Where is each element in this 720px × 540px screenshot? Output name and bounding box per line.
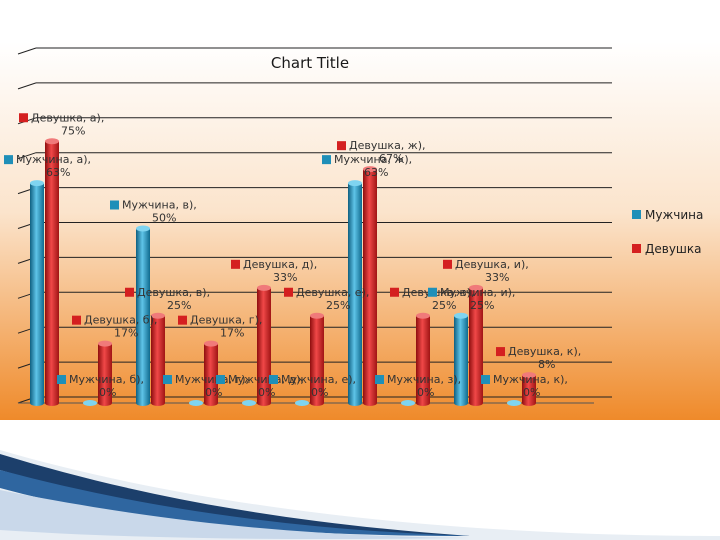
svg-text:Мужчина, з),0%: Мужчина, з), 0% xyxy=(387,373,461,399)
legend-label-female: Девушка xyxy=(645,242,702,256)
svg-text:Девушка, е),25%: Девушка, е), 25% xyxy=(296,286,369,312)
svg-text:Девушка, г),17%: Девушка, г), 17% xyxy=(190,314,262,340)
bar-male-9 xyxy=(454,312,468,406)
data-label-male-2: Мужчина, б), 0% xyxy=(57,373,144,399)
bar-female-6 xyxy=(310,312,324,406)
bar-female-1 xyxy=(45,138,59,406)
bar-male-5 xyxy=(242,400,256,406)
svg-text:Девушка, з),25%: Девушка, з), 25% xyxy=(402,286,474,312)
svg-text:Мужчина, б),0%: Мужчина, б), 0% xyxy=(69,373,144,399)
data-label-female-5: Девушка, д), 33% xyxy=(231,258,317,284)
bar-male-8 xyxy=(401,400,415,406)
data-label-female-9: Девушка, и), 33% xyxy=(443,258,529,284)
bar-male-7 xyxy=(348,180,362,406)
data-label-male-5: Мужчина, д), 0% xyxy=(216,373,304,399)
bar-male-6 xyxy=(295,400,309,406)
data-labels: Мужчина, а), 63% Девушка, а), 75% Мужчина, б… xyxy=(4,111,581,399)
svg-text:Девушка, а),75%: Девушка, а), 75% xyxy=(31,111,104,137)
bar-female-9 xyxy=(469,284,483,406)
gridline-diag xyxy=(17,152,37,160)
gridline-diag xyxy=(17,82,37,90)
data-label-female-6: Девушка, е), 25% xyxy=(284,286,369,312)
bars xyxy=(30,138,536,406)
legend-label-male: Мужчина xyxy=(645,208,703,222)
data-label-male-10: Мужчина, к), 0% xyxy=(481,373,568,399)
svg-text:Мужчина, д),0%: Мужчина, д), 0% xyxy=(228,373,304,399)
bar-male-1 xyxy=(30,180,44,406)
bar-female-2 xyxy=(98,340,112,406)
bar-female-8 xyxy=(416,312,430,406)
bar-male-10 xyxy=(507,400,521,406)
data-label-female-7: Девушка, ж), 67% xyxy=(337,139,426,165)
data-label-male-3: Мужчина, в), 50% xyxy=(110,199,197,225)
svg-text:Мужчина, г),0%: Мужчина, г), 0% xyxy=(175,373,249,399)
data-label-male-6: Мужчина, е), 0% xyxy=(269,373,356,399)
data-label-male-4: Мужчина, г), 0% xyxy=(163,373,249,399)
svg-text:Мужчина, е),0%: Мужчина, е), 0% xyxy=(281,373,356,399)
legend-swatch-female xyxy=(632,244,641,253)
bar-male-4 xyxy=(189,400,203,406)
data-label-male-8: Мужчина, з), 0% xyxy=(375,373,461,399)
svg-text:Мужчина, и),25%: Мужчина, и), 25% xyxy=(440,286,515,312)
data-label-female-3: Девушка, в), 25% xyxy=(125,286,210,312)
bar-chart: Мужчина, а), 63% Девушка, а), 75% Мужчина, б… xyxy=(0,42,720,420)
data-label-male-7: Мужчина, ж), 63% xyxy=(322,153,412,179)
bar-female-3 xyxy=(151,312,165,406)
svg-text:Мужчина, к),0%: Мужчина, к), 0% xyxy=(493,373,568,399)
bar-female-4 xyxy=(204,340,218,406)
svg-text:Мужчина, в),50%: Мужчина, в), 50% xyxy=(122,199,197,225)
data-label-female-8: Девушка, з), 25% xyxy=(390,286,474,312)
data-label-female-1: Девушка, а), 75% xyxy=(19,111,104,137)
legend-swatch-male xyxy=(632,210,641,219)
svg-text:Девушка, и),33%: Девушка, и), 33% xyxy=(455,258,529,284)
svg-text:Мужчина, а),63%: Мужчина, а), 63% xyxy=(16,153,91,179)
bar-male-2 xyxy=(83,400,97,406)
bar-female-7 xyxy=(363,166,377,406)
legend: Мужчина Девушка xyxy=(632,208,703,256)
gridline-diag xyxy=(17,47,37,55)
svg-text:Мужчина, ж),63%: Мужчина, ж), 63% xyxy=(334,153,412,179)
bar-male-3 xyxy=(136,225,150,406)
bar-female-5 xyxy=(257,284,271,406)
data-label-female-4: Девушка, г), 17% xyxy=(178,314,262,340)
svg-text:Девушка, д),33%: Девушка, д), 33% xyxy=(243,258,317,284)
chart-title: Chart Title xyxy=(271,54,349,72)
data-label-female-10: Девушка, к), 8% xyxy=(496,345,581,371)
bar-female-10 xyxy=(522,372,536,406)
data-label-male-1: Мужчина, а), 63% xyxy=(4,153,91,179)
svg-text:Девушка, ж),67%: Девушка, ж), 67% xyxy=(349,139,426,165)
data-label-female-2: Девушка, б), 17% xyxy=(72,314,157,340)
svg-text:Девушка, б),17%: Девушка, б), 17% xyxy=(84,314,157,340)
slide-footer-swoosh xyxy=(0,450,720,540)
svg-text:Девушка, в),25%: Девушка, в), 25% xyxy=(137,286,210,312)
svg-text:Девушка, к),8%: Девушка, к), 8% xyxy=(508,345,581,371)
data-label-male-9: Мужчина, и), 25% xyxy=(428,286,515,312)
chart-area: Мужчина, а), 63% Девушка, а), 75% Мужчина, б… xyxy=(0,42,720,420)
